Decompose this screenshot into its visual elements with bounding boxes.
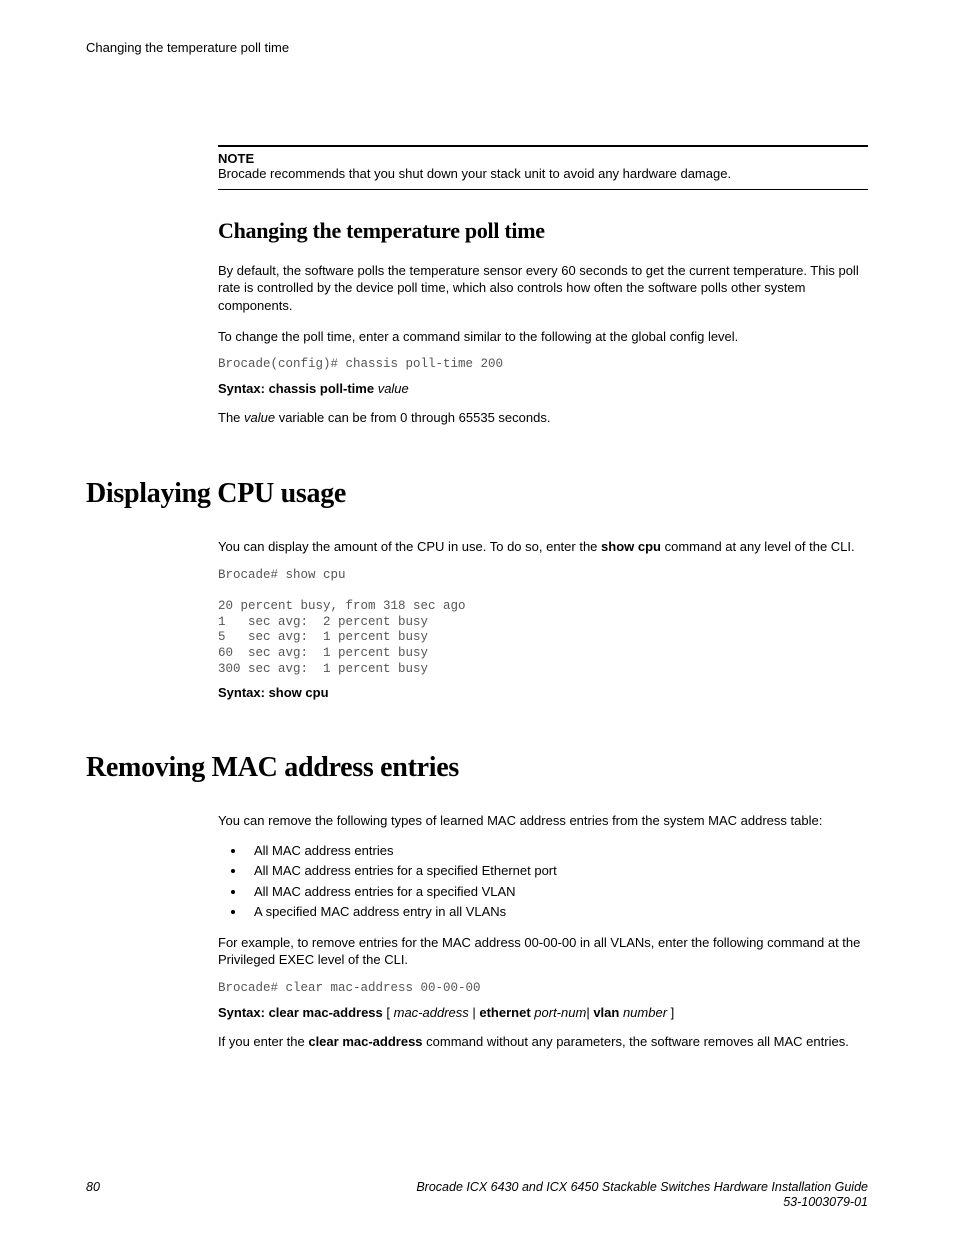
page-footer: 80 Brocade ICX 6430 and ICX 6450 Stackab… xyxy=(86,1180,868,1211)
text-fragment: [ xyxy=(383,1005,394,1020)
text-fragment: ] xyxy=(667,1005,674,1020)
syntax-show-cpu: Syntax: show cpu xyxy=(218,685,868,700)
para-cpu-intro: You can display the amount of the CPU in… xyxy=(218,538,868,556)
para-mac-example: For example, to remove entries for the M… xyxy=(218,934,868,969)
syntax-chassis-poll: Syntax: chassis poll-time value xyxy=(218,381,868,396)
syntax-label: Syntax: clear mac-address xyxy=(218,1005,383,1020)
para-mac-noparam: If you enter the clear mac-address comma… xyxy=(218,1033,868,1051)
section-heading-poll-time: Changing the temperature poll time xyxy=(218,218,868,244)
text-fragment: variable can be from 0 through 65535 sec… xyxy=(275,410,550,425)
code-show-cpu: Brocade# show cpu 20 percent busy, from … xyxy=(218,568,868,677)
show-cpu-cmd: show cpu xyxy=(601,539,661,554)
syntax-var: number xyxy=(623,1005,667,1020)
text-fragment: If you enter the xyxy=(218,1034,308,1049)
clear-mac-cmd: clear mac-address xyxy=(308,1034,422,1049)
page-container: Changing the temperature poll time NOTE … xyxy=(0,0,954,1235)
syntax-label: Syntax: show cpu xyxy=(218,685,329,700)
footer-title: Brocade ICX 6430 and ICX 6450 Stackable … xyxy=(416,1180,868,1211)
running-header: Changing the temperature poll time xyxy=(86,40,868,55)
code-chassis-poll: Brocade(config)# chassis poll-time 200 xyxy=(218,357,868,373)
list-item: All MAC address entries for a specified … xyxy=(246,883,868,901)
para-value-range: The value variable can be from 0 through… xyxy=(218,409,868,427)
note-text: Brocade recommends that you shut down yo… xyxy=(218,166,868,183)
note-block: NOTE Brocade recommends that you shut do… xyxy=(218,145,868,190)
para-poll-intro: By default, the software polls the tempe… xyxy=(218,262,868,315)
text-fragment: The xyxy=(218,410,244,425)
footer-docnum: 53-1003079-01 xyxy=(783,1195,868,1209)
syntax-kw: vlan xyxy=(593,1005,619,1020)
list-item: A specified MAC address entry in all VLA… xyxy=(246,903,868,921)
syntax-label: Syntax: chassis poll-time xyxy=(218,381,374,396)
para-mac-intro: You can remove the following types of le… xyxy=(218,812,868,830)
section-heading-cpu: Displaying CPU usage xyxy=(86,478,868,510)
syntax-kw: ethernet xyxy=(479,1005,530,1020)
syntax-clear-mac: Syntax: clear mac-address [ mac-address … xyxy=(218,1005,868,1020)
syntax-var: mac-address xyxy=(394,1005,469,1020)
text-fragment: command without any parameters, the soft… xyxy=(423,1034,849,1049)
page-number: 80 xyxy=(86,1180,100,1194)
text-fragment: command at any level of the CLI. xyxy=(661,539,855,554)
list-item: All MAC address entries for a specified … xyxy=(246,862,868,880)
mac-bullets: All MAC address entries All MAC address … xyxy=(218,842,868,921)
code-clear-mac: Brocade# clear mac-address 00-00-00 xyxy=(218,981,868,997)
text-fragment: | xyxy=(469,1005,480,1020)
para-poll-change: To change the poll time, enter a command… xyxy=(218,328,868,346)
footer-guide-title: Brocade ICX 6430 and ICX 6450 Stackable … xyxy=(416,1180,868,1194)
note-label: NOTE xyxy=(218,151,868,166)
list-item: All MAC address entries xyxy=(246,842,868,860)
syntax-var: value xyxy=(378,381,409,396)
text-fragment: You can display the amount of the CPU in… xyxy=(218,539,601,554)
section-heading-mac: Removing MAC address entries xyxy=(86,752,868,784)
syntax-var: port-num xyxy=(534,1005,586,1020)
value-var: value xyxy=(244,410,275,425)
